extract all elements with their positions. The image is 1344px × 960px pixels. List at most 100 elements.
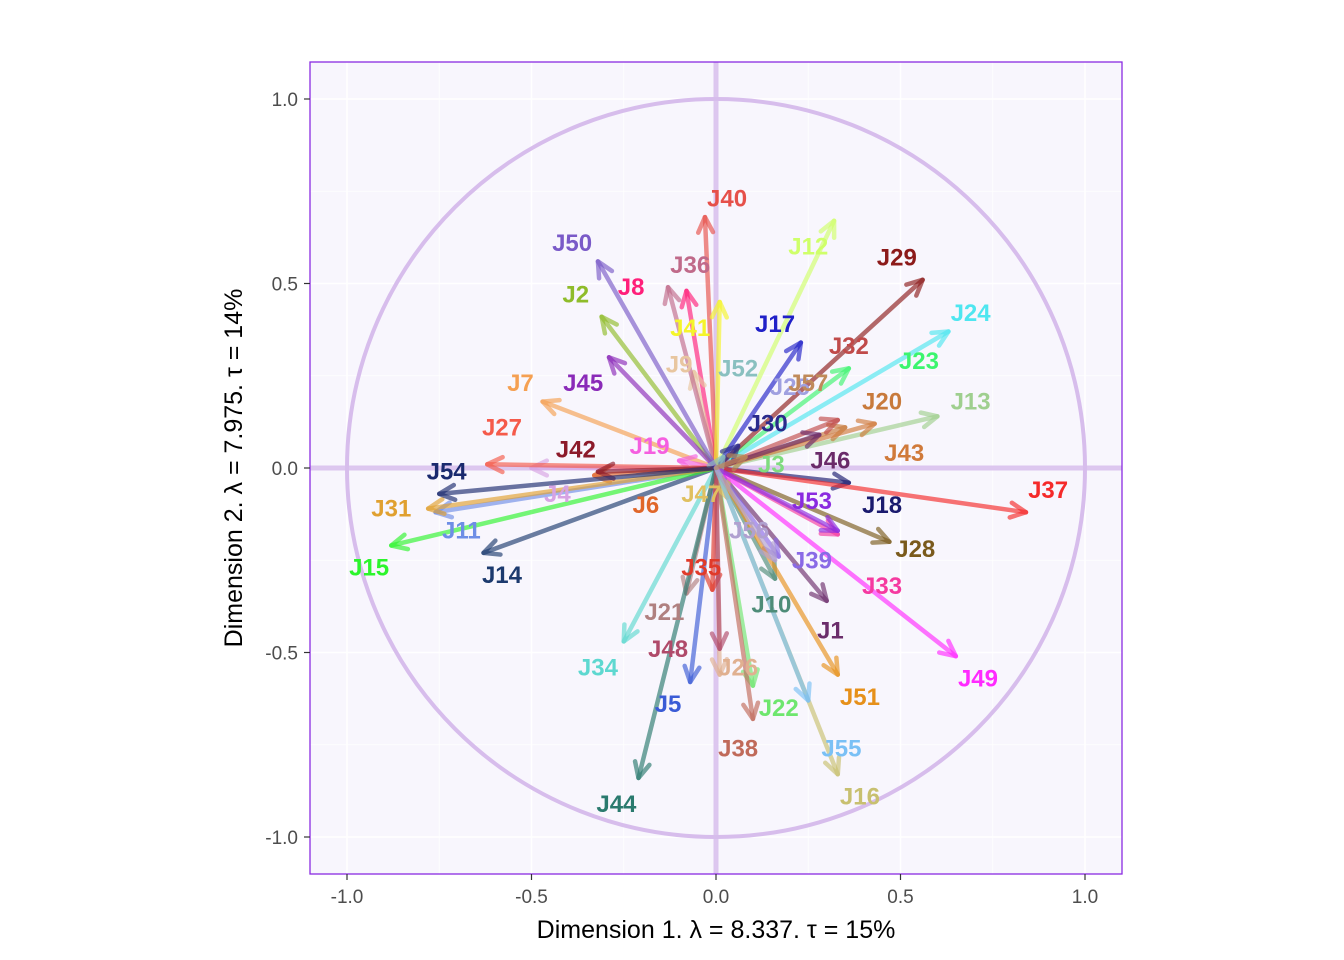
vector-label-J14: J14 [482,562,523,589]
vector-arrowhead-J12 [818,218,837,241]
vector-shaft-J41 [713,299,722,471]
vector-shaft-J53 [713,465,841,533]
vector-label-J21: J21 [644,599,684,626]
vector-label-J2: J2 [562,282,589,309]
vector-J34 [621,465,719,644]
vector-J28 [713,465,892,545]
vector-label-J20: J20 [862,389,902,416]
vector-label-J51: J51 [840,684,880,711]
vector-J2 [599,314,719,471]
vector-shaft-J1 [713,465,829,604]
vector-label-J38: J38 [718,735,758,762]
y-tick-label: 1.0 [272,90,298,111]
vector-label-J31: J31 [371,496,411,523]
vector-label-J7: J7 [507,370,534,397]
vector-label-J56: J56 [729,518,769,545]
vector-J12 [713,218,837,471]
vector-shaft-J12 [713,218,837,471]
vector-arrowhead-J49 [936,638,959,659]
vector-arrowhead-J32 [818,416,841,435]
vector-J49 [713,465,959,659]
vector-J1 [713,465,829,604]
vector-arrowhead-J36 [662,284,682,307]
vector-label-J25: J25 [770,374,810,401]
vector-label-J52: J52 [718,355,758,382]
vector-arrowhead-J16 [822,755,842,777]
vector-arrowhead-J55 [793,681,812,703]
x-axis-ticks: -1.0 -0.5 0.0 0.5 1.0 [331,874,1098,908]
vector-arrowhead-J29 [904,277,925,298]
variable-labels: J1 J2 J3 J4 J5 J6 J7 J8 J9 J10 J11 J12 J13 J14 J15 J16 J… [349,186,1068,818]
vector-label-J17: J17 [755,311,795,338]
vector-arrowhead-J23 [829,366,852,386]
x-tick-label: -1.0 [331,887,364,908]
x-axis-title: Dimension 1. λ = 8.337. τ = 15% [537,916,896,944]
vector-arrowhead-J5 [682,663,702,685]
vector-J45 [606,355,719,471]
vector-label-J16: J16 [840,783,880,810]
x-tick-label: 0.0 [703,887,729,908]
vector-label-J57: J57 [788,370,828,397]
x-tick-label: -0.5 [515,887,548,908]
vector-J38 [713,465,761,722]
vector-J54 [437,465,719,503]
vector-arrowhead-J1 [808,582,829,604]
vector-label-J8: J8 [618,274,645,301]
vector-J36 [662,284,719,471]
vector-arrowhead-J37 [1007,500,1029,520]
vector-arrowhead-J15 [389,532,411,552]
vector-J41 [709,299,729,471]
vector-J37 [713,465,1029,520]
vector-label-J27: J27 [482,414,522,441]
vector-arrowhead-J24 [929,329,951,348]
vector-label-J10: J10 [751,592,791,619]
vector-label-J41: J41 [670,315,710,342]
vector-label-J55: J55 [821,735,861,762]
vector-shaft-J44 [636,465,719,781]
vector-shaft-J14 [481,465,719,556]
vector-label-J1: J1 [817,617,844,644]
vector-J44 [632,465,719,781]
vector-label-J3: J3 [758,451,785,478]
vector-J53 [713,465,841,533]
vector-J5 [682,465,719,685]
vector-arrowhead-J14 [481,538,503,557]
vector-J29 [713,277,925,471]
vector-label-J39: J39 [792,547,832,574]
vector-label-J50: J50 [552,230,592,257]
vector-arrowhead-J2 [599,314,619,336]
vector-shaft-J28 [713,465,892,545]
vector-shaft-J48 [713,465,722,652]
vector-label-J49: J49 [958,665,998,692]
vector-shaft-J31 [425,465,719,511]
vector-label-J34: J34 [578,654,619,681]
y-tick-label: 0.5 [272,275,298,296]
vector-arrowhead-J34 [621,622,640,644]
vector-shaft-J5 [687,465,719,685]
vector-label-J19: J19 [630,433,670,460]
vector-shaft-J45 [606,355,719,471]
vector-shaft-J56 [713,465,778,563]
vector-arrowhead-J53 [818,514,841,533]
vector-arrowhead-J51 [821,655,841,677]
y-tick-label: 0.0 [272,459,298,480]
vector-arrowhead-J8 [679,288,699,310]
vector-arrowhead-J57 [726,453,748,472]
vector-shaft-J34 [621,465,719,644]
variable-vectors [389,214,1029,781]
vector-shaft-J36 [665,284,719,471]
vector-label-J53: J53 [792,488,832,515]
vector-arrowhead-J13 [918,410,940,430]
y-tick-label: -1.0 [265,828,298,849]
vector-arrowhead-J40 [695,214,716,235]
vector-shaft-J40 [702,214,719,471]
vector-label-J29: J29 [877,245,917,272]
vector-label-J44: J44 [596,791,637,818]
vector-arrowhead-J54 [437,482,458,503]
vector-label-J33: J33 [862,573,902,600]
vector-label-J28: J28 [895,536,935,563]
vector-label-J9: J9 [666,352,693,379]
x-tick-label: 1.0 [1072,887,1098,908]
vector-shaft-J29 [713,277,925,471]
vector-label-J45: J45 [563,370,603,397]
